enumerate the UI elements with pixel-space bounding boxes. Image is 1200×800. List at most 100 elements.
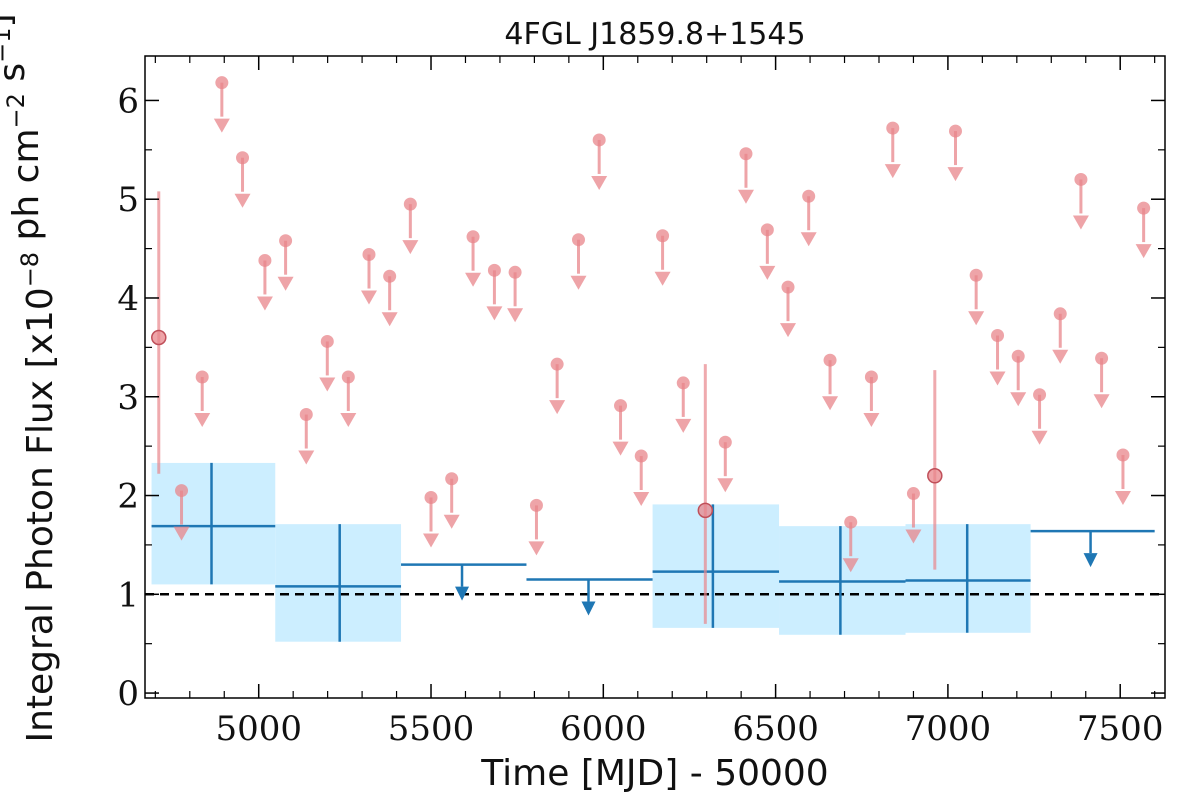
short-bin-limit-arrow [800,232,817,247]
short-bin-limit-marker [299,408,313,422]
short-bin-limit-arrow [737,189,754,204]
short-bin-limit-marker [906,487,920,501]
long-bin-band [652,504,780,628]
short-bin-limit-marker [739,147,753,161]
x-tick-label: 7000 [905,709,992,749]
short-bin-limit-marker [341,370,355,384]
short-bin-limit-marker [195,370,209,384]
short-bin-point [151,329,167,346]
short-bin-limit-arrow [507,308,524,323]
y-axis-label: Integral Photon Flux [x10−8 ph cm−2 s−1] [0,13,61,742]
short-bin-limit-marker [1053,307,1067,321]
short-bin-limit-marker [362,248,376,262]
y-tick-label: 2 [117,477,139,517]
short-bin-limit-arrow [989,371,1006,386]
short-bin-limit-arrow [319,377,336,392]
short-bin-limit-arrow [1010,392,1027,407]
short-bin-limit-arrow [1135,244,1152,259]
short-bin-limit-arrow [256,296,273,311]
short-bin-limit-arrow [884,164,901,179]
short-bin-limit-marker [656,229,670,243]
short-bin-limit-marker [236,151,250,165]
long-bin-band [275,524,402,642]
short-bin-limit-marker [718,435,732,449]
long-bin-limit-arrow [455,586,470,601]
short-bin-limit-arrow [173,526,190,541]
x-axis-label: Time [MJD] - 50000 [480,753,828,794]
long-bin-limit-arrow [581,601,596,616]
short-bin-limit-marker [1011,349,1025,363]
short-bin-limit-arrow [842,558,859,573]
x-tick-label: 5500 [388,709,475,749]
short-bin-limit-arrow [905,529,922,544]
long-bin-limit-arrow [1083,553,1098,568]
chart-title: 4FGL J1859.8+1545 [504,17,805,52]
short-bin-point [697,502,714,519]
short-bin-limit-marker [864,370,878,384]
y-tick-label: 5 [117,180,139,220]
short-bin-limit-marker [215,76,229,90]
short-bin-point [927,468,943,484]
short-bin-limit-marker [279,234,293,248]
short-bin-limit-marker [844,515,858,529]
short-bin-limit-arrow [213,118,230,133]
short-bin-limit-arrow [423,533,440,548]
short-bin-limit-arrow [465,272,482,287]
short-bin-limit-marker [886,121,900,135]
y-tick-label: 3 [117,378,139,418]
short-bin-limit-marker [614,399,628,413]
short-bin-limit-marker [1095,351,1109,365]
short-bin-limit-arrow [1093,394,1110,409]
short-bin-limit-marker [1033,388,1047,402]
short-bin-limit-marker [529,498,543,512]
short-bin-limit-marker [969,268,983,282]
short-bin-limit-marker [676,376,690,390]
y-tick-label: 0 [117,674,139,714]
x-tick-label: 7500 [1077,709,1164,749]
y-tick-label: 1 [117,575,139,615]
short-bin-limit-marker [508,265,522,279]
short-bin-limit-arrow [443,514,460,529]
short-bin-limit-marker [403,197,417,211]
short-bin-limit-marker [550,357,564,371]
short-bin-limit-arrow [528,541,545,556]
short-bin-limit-arrow [633,492,650,507]
short-bin-limit-marker [823,353,837,367]
short-bin-limit-marker [592,133,606,147]
short-bin-limit-marker [383,269,397,283]
short-bin-limit-arrow [759,265,776,280]
short-bin-limit-marker [466,230,480,244]
short-bin-limit-marker [1137,201,1151,215]
short-bin-limit-arrow [277,276,294,291]
short-bin-limit-marker [802,189,816,203]
plot-frame [144,55,1166,699]
short-bin-limit-marker [487,263,501,277]
short-bin-limit-marker [948,124,962,138]
short-bin-limit-arrow [360,290,377,305]
short-bin-limit-arrow [549,400,566,415]
x-tick-label: 6000 [560,709,647,749]
short-bin-limit-arrow [947,167,964,182]
short-bin-limit-arrow [486,306,503,321]
short-bin-limit-arrow [194,413,211,427]
short-bin-limit-arrow [675,418,692,433]
short-bin-limit-arrow [381,312,398,327]
short-bin-limit-marker [760,223,774,237]
short-bin-limit-arrow [298,450,315,465]
short-bin-limit-arrow [822,396,839,411]
short-bin-limit-marker [175,484,189,498]
short-bin-limit-arrow [1072,215,1089,230]
y-tick-label: 6 [117,81,139,121]
short-bin-limit-arrow [780,323,797,338]
long-bin-band [151,462,276,585]
short-bin-limit-arrow [591,175,608,190]
x-tick-label: 6500 [732,709,819,749]
short-bin-limit-arrow [402,240,419,255]
short-bin-limit-marker [781,280,795,294]
short-bin-limit-arrow [1031,430,1048,445]
short-bin-limit-arrow [968,311,985,326]
short-bin-limit-marker [445,472,459,486]
short-bin-limit-marker [991,329,1005,343]
short-bin-limit-arrow [1052,349,1069,364]
